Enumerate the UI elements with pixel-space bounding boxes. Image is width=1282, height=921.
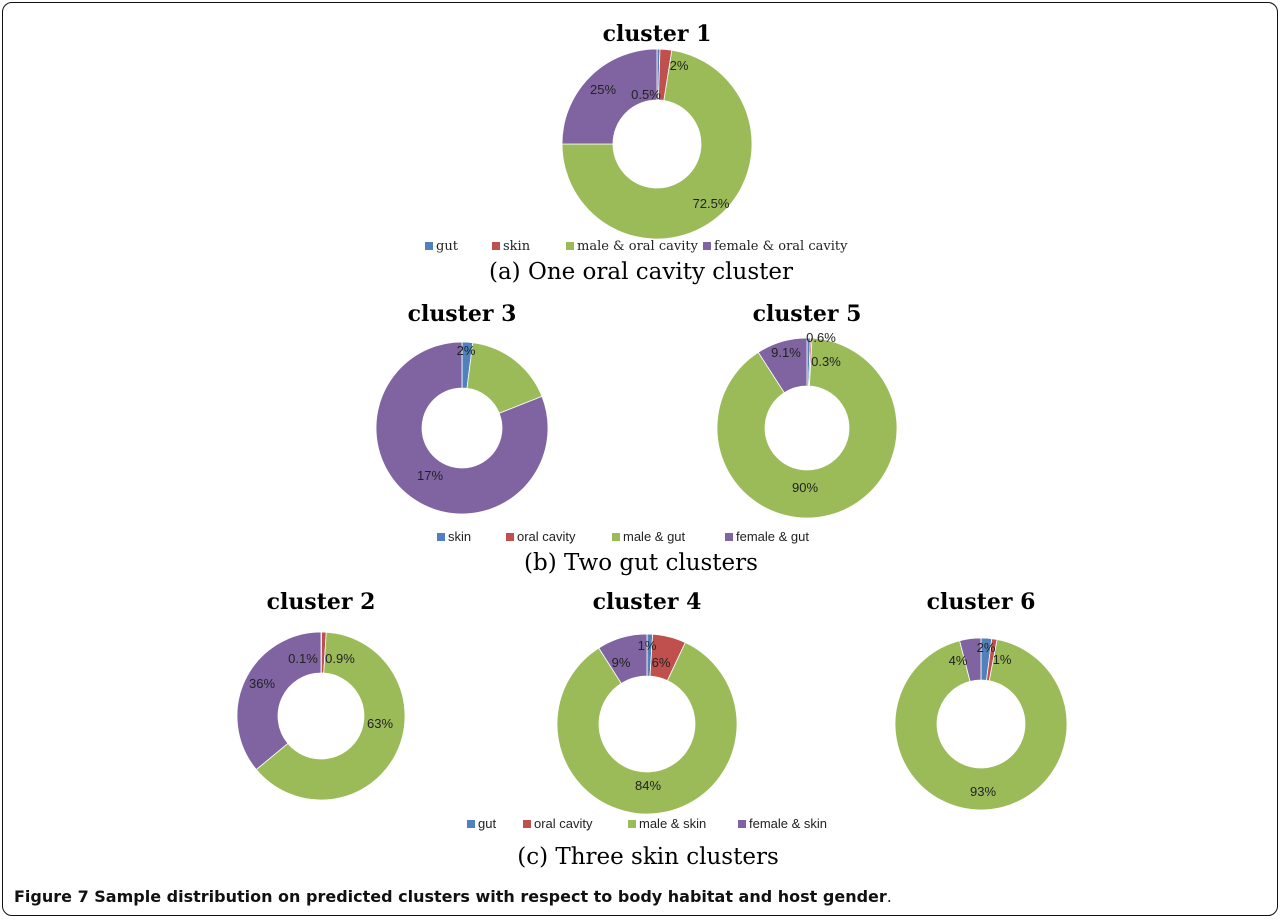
legend-swatch [628,820,636,828]
data-label: 2% [457,343,476,358]
data-label: 0.1% [288,651,318,666]
chart-title: cluster 2 [267,589,376,615]
legend-panel-a: gut skin male & oral cavity female & ora… [425,239,848,254]
data-label: 36% [249,676,275,691]
data-label: 17% [417,468,443,483]
legend-swatch [703,242,711,250]
data-label: 6% [652,655,671,670]
legend-swatch [506,533,514,541]
donut-cluster-3: cluster 3 2% 17% [375,301,549,515]
legend-label: skin [503,239,531,254]
chart-title: cluster 3 [408,301,517,327]
data-label: 90% [792,480,818,495]
legend-label: male & oral cavity [577,239,699,254]
donut-cluster-5: cluster 5 0.6% 0.3% 90% 9.1% [716,301,898,519]
data-label: 84% [635,778,661,793]
donut-cluster-4: cluster 4 1% 6% 84% 9% [556,589,738,815]
pie-slice-male-gut [716,337,898,519]
legend-panel-b: skin oral cavity male & gut female & gut [437,529,809,544]
data-label: 0.6% [806,330,836,345]
data-label: 9.1% [771,345,801,360]
pie-slice-male-skin [894,639,1068,811]
panel-caption-c: (c) Three skin clusters [517,844,779,870]
legend-label: oral cavity [517,529,576,544]
data-label: 2% [670,58,689,73]
figure-label: Figure 7 [14,887,89,906]
donut-cluster-6: cluster 6 2%1% 93% 4% [894,589,1068,811]
legend-swatch [612,533,620,541]
data-label: 9% [612,655,631,670]
legend-swatch [523,820,531,828]
legend-swatch [437,533,445,541]
data-label: 72.5% [693,196,730,211]
data-label: 25% [590,82,616,97]
figure-caption-title: Figure 7 Sample distribution on predicte… [14,887,887,906]
pie-slice-male-skin [556,642,738,815]
pie-slice-female-gut [757,337,808,394]
pie-slice-female-oral-cavity [561,48,658,145]
legend-swatch [725,533,733,541]
figure-caption-text: Sample distribution on predicted cluster… [94,887,887,906]
data-label: 1% [638,638,657,653]
legend-label: female & skin [749,816,827,831]
legend-label: oral cavity [534,816,593,831]
data-label: 93% [970,784,996,799]
data-label: 0.3% [811,354,841,369]
pie-slice-male-oral-cavity [561,49,753,240]
pie-slice-female-skin [598,633,648,685]
chart-title: cluster 4 [593,589,702,615]
legend-panel-c: gut oral cavity male & skin female & ski… [467,816,827,831]
legend-label: female & gut [736,529,809,544]
panel-caption-a: (a) One oral cavity cluster [489,259,793,285]
data-label: 63% [367,716,393,731]
legend-label: gut [478,816,496,831]
figure-caption-end: . [886,887,892,906]
legend-label: female & oral cavity [714,239,848,254]
data-label: 1% [993,652,1012,667]
donut-cluster-2: cluster 2 0.1% 0.9% 63% 36% [236,589,406,801]
legend-label: gut [436,239,459,254]
pie-slice-female-skin [959,637,982,682]
pie-slice-female-skin [236,631,322,771]
legend-swatch [566,242,574,250]
legend-swatch [738,820,746,828]
legend-swatch [425,242,433,250]
panel-caption-b: (b) Two gut clusters [524,550,758,576]
donut-cluster-1: cluster 1 0.5% 2% 72.5% 25% [561,21,753,240]
chart-title: cluster 1 [603,21,712,47]
data-label: 0.9% [325,651,355,666]
figure-caption: Figure 7 Sample distribution on predicte… [14,887,892,906]
legend-label: male & gut [623,529,686,544]
chart-title: cluster 5 [753,301,862,327]
data-label: 0.5% [631,87,661,102]
legend-swatch [492,242,500,250]
data-label: 4% [949,653,968,668]
legend-label: skin [448,529,471,544]
pie-slice-female-gut [375,341,549,515]
chart-title: cluster 6 [927,589,1036,615]
pie-slice-male-skin [255,631,406,801]
data-label: 2% [977,640,996,655]
legend-label: male & skin [639,816,706,831]
legend-swatch [467,820,475,828]
